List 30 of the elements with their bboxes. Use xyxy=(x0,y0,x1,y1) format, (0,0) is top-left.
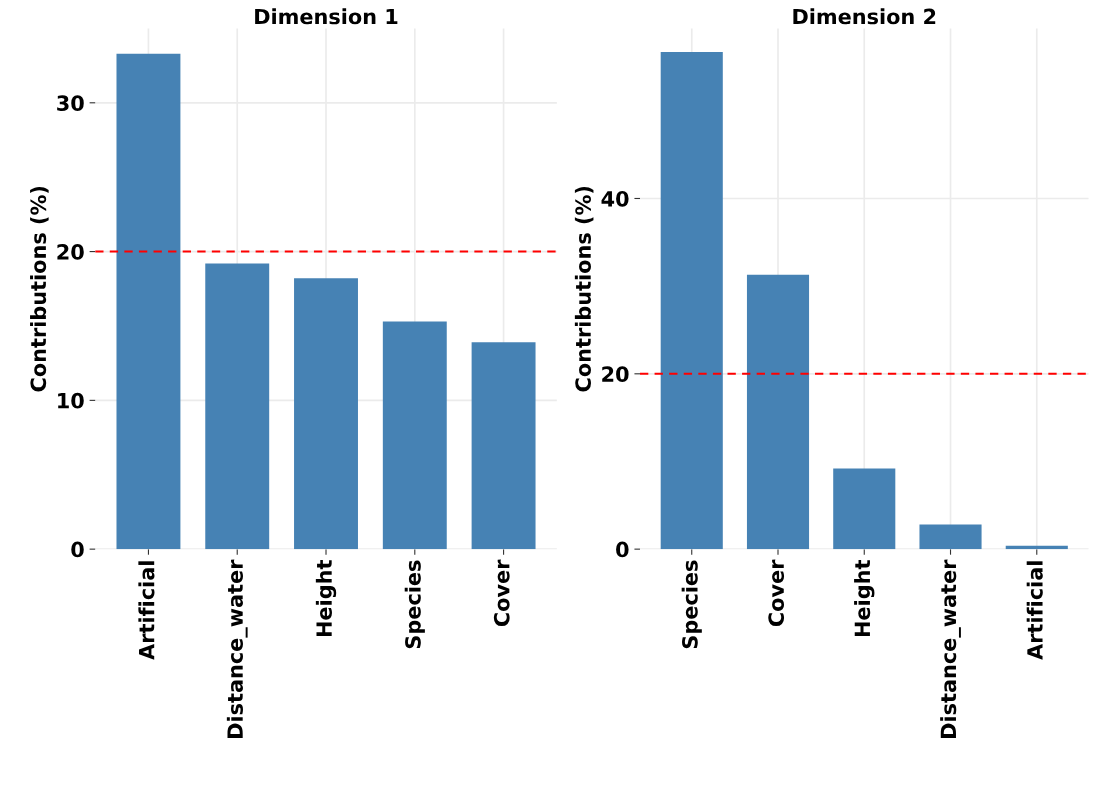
bar xyxy=(660,52,723,550)
bar xyxy=(382,321,447,550)
y-tick-label: 0 xyxy=(71,541,84,558)
bar xyxy=(746,274,810,550)
x-tick-label: Cover xyxy=(493,559,510,627)
y-tick-label: 30 xyxy=(57,95,84,112)
chart-title: Dimension 2 xyxy=(793,8,936,25)
x-tick-label: Artificial xyxy=(138,561,155,660)
bar xyxy=(116,53,181,550)
bar xyxy=(833,468,896,550)
y-axis-title: Contributions (%) xyxy=(30,186,49,392)
y-tick-label: 20 xyxy=(57,244,84,260)
x-tick-label: Distance_water xyxy=(226,559,248,738)
bar xyxy=(919,524,982,550)
bar xyxy=(205,263,270,550)
x-tick-label: Height xyxy=(854,560,875,637)
y-tick-label: 10 xyxy=(58,392,84,409)
x-tick-label: Height xyxy=(315,560,337,637)
y-tick-label: 40 xyxy=(601,190,629,207)
y-axis-title: Contributions (%) xyxy=(574,186,594,392)
bar xyxy=(471,342,536,550)
x-tick-label: Artificial xyxy=(1026,561,1043,660)
chart-title: Dimension 1 xyxy=(255,8,398,25)
y-tick-label: 20 xyxy=(602,366,629,383)
x-tick-label: Cover xyxy=(768,559,785,627)
x-tick-label: Species xyxy=(404,560,425,649)
bar xyxy=(294,278,358,550)
x-tick-label: Distance_water xyxy=(940,559,961,738)
y-tick-label: 0 xyxy=(616,541,629,558)
x-tick-label: Species xyxy=(681,560,702,649)
